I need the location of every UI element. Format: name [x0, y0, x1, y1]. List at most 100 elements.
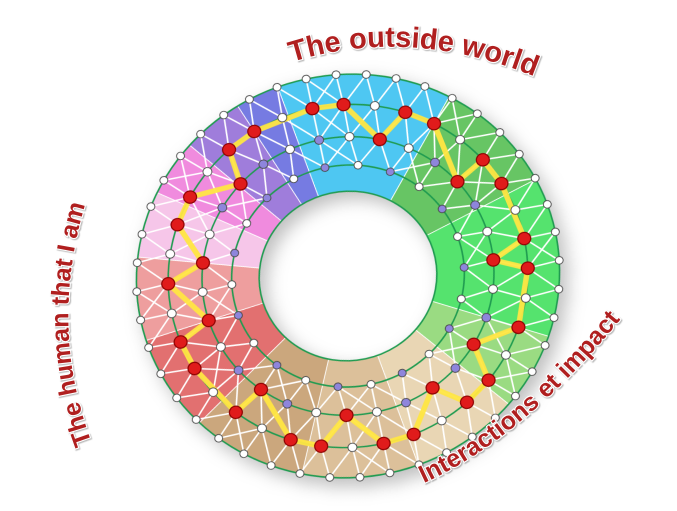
- wheel-node[interactable]: [166, 308, 177, 319]
- wheel-node[interactable]: [217, 202, 228, 213]
- wheel-node[interactable]: [554, 256, 564, 265]
- wheel-node[interactable]: [391, 74, 401, 83]
- wheel-node[interactable]: [244, 95, 254, 104]
- selected-node[interactable]: [201, 313, 216, 328]
- selected-node[interactable]: [459, 395, 475, 410]
- wheel-node[interactable]: [344, 132, 355, 142]
- wheel-node[interactable]: [136, 315, 146, 325]
- selected-node[interactable]: [173, 335, 188, 350]
- selected-node[interactable]: [161, 276, 176, 291]
- wheel-node[interactable]: [311, 407, 322, 418]
- selected-node[interactable]: [475, 152, 490, 167]
- selected-node[interactable]: [494, 176, 509, 191]
- selected-node[interactable]: [339, 408, 354, 423]
- wheel-node[interactable]: [420, 82, 430, 91]
- wheel-node[interactable]: [514, 149, 524, 159]
- selected-node[interactable]: [187, 361, 202, 376]
- wheel-node[interactable]: [214, 434, 224, 443]
- wheel-node[interactable]: [204, 229, 215, 240]
- wheel-node[interactable]: [530, 173, 540, 183]
- wheel-node[interactable]: [325, 473, 335, 482]
- selected-node[interactable]: [517, 231, 532, 246]
- selected-node[interactable]: [511, 320, 526, 335]
- wheel-node[interactable]: [540, 341, 550, 350]
- wheel-node[interactable]: [215, 342, 227, 352]
- wheel-node[interactable]: [542, 200, 552, 209]
- wheel-node[interactable]: [289, 174, 299, 184]
- wheel-node[interactable]: [414, 182, 424, 191]
- wheel-node[interactable]: [456, 294, 466, 304]
- wheel-node[interactable]: [447, 94, 457, 103]
- wheel-node[interactable]: [295, 469, 305, 478]
- wheel-node[interactable]: [554, 284, 564, 294]
- selected-node[interactable]: [305, 101, 320, 116]
- wheel-node[interactable]: [444, 324, 454, 333]
- selected-node[interactable]: [253, 382, 269, 397]
- wheel-node[interactable]: [156, 369, 166, 379]
- wheel-node[interactable]: [146, 202, 156, 211]
- wheel-node[interactable]: [397, 368, 407, 378]
- wheel-node[interactable]: [301, 376, 311, 385]
- selected-node[interactable]: [376, 436, 391, 451]
- wheel-node[interactable]: [272, 361, 282, 370]
- wheel-node[interactable]: [320, 163, 330, 172]
- wheel-node[interactable]: [450, 363, 461, 373]
- selected-node[interactable]: [466, 337, 481, 352]
- wheel-node[interactable]: [347, 442, 358, 453]
- wheel-node[interactable]: [285, 144, 296, 155]
- wheel-node[interactable]: [233, 311, 243, 320]
- selected-node[interactable]: [182, 190, 198, 205]
- selected-node[interactable]: [195, 256, 211, 271]
- wheel-node[interactable]: [262, 193, 272, 203]
- wheel-node[interactable]: [355, 473, 365, 482]
- wheel-node[interactable]: [371, 407, 383, 417]
- wheel-node[interactable]: [257, 423, 268, 434]
- selected-node[interactable]: [450, 174, 465, 189]
- wheel-node[interactable]: [414, 460, 424, 469]
- wheel-node[interactable]: [470, 200, 481, 210]
- selected-node[interactable]: [233, 177, 248, 192]
- wheel-node[interactable]: [233, 365, 244, 376]
- wheel-node[interactable]: [230, 248, 240, 258]
- wheel-node[interactable]: [482, 226, 493, 237]
- wheel-node[interactable]: [511, 391, 520, 401]
- wheel-node[interactable]: [219, 110, 229, 120]
- wheel-node[interactable]: [369, 101, 381, 111]
- selected-node[interactable]: [170, 217, 185, 232]
- wheel-node[interactable]: [249, 338, 259, 348]
- wheel-node[interactable]: [481, 312, 492, 323]
- wheel-node[interactable]: [314, 135, 325, 145]
- wheel-node[interactable]: [242, 219, 252, 228]
- wheel-node[interactable]: [208, 387, 219, 397]
- wheel-node[interactable]: [331, 70, 341, 79]
- selected-node[interactable]: [336, 97, 351, 112]
- selected-node[interactable]: [426, 116, 442, 131]
- wheel-node[interactable]: [430, 157, 441, 168]
- selected-node[interactable]: [406, 427, 421, 442]
- wheel-node[interactable]: [490, 413, 500, 423]
- wheel-node[interactable]: [459, 263, 469, 272]
- wheel-node[interactable]: [500, 350, 512, 360]
- selected-node[interactable]: [314, 439, 329, 454]
- wheel-node[interactable]: [159, 176, 169, 185]
- wheel-node[interactable]: [144, 343, 154, 352]
- wheel-node[interactable]: [385, 468, 395, 478]
- wheel-node[interactable]: [301, 74, 311, 84]
- wheel-node[interactable]: [488, 284, 499, 294]
- wheel-node[interactable]: [510, 205, 521, 215]
- wheel-node[interactable]: [442, 448, 452, 457]
- selected-node[interactable]: [481, 373, 496, 388]
- wheel-node[interactable]: [527, 367, 537, 376]
- wheel-node[interactable]: [132, 287, 142, 296]
- selected-node[interactable]: [228, 405, 243, 420]
- selected-node[interactable]: [372, 132, 387, 147]
- wheel-node[interactable]: [333, 382, 343, 392]
- wheel-node[interactable]: [472, 109, 482, 118]
- selected-node[interactable]: [221, 142, 237, 157]
- selected-node[interactable]: [486, 253, 501, 268]
- wheel-node[interactable]: [453, 232, 463, 241]
- wheel-node[interactable]: [366, 380, 376, 389]
- wheel-node[interactable]: [172, 393, 182, 403]
- wheel-node[interactable]: [550, 227, 560, 237]
- wheel-node[interactable]: [549, 313, 559, 322]
